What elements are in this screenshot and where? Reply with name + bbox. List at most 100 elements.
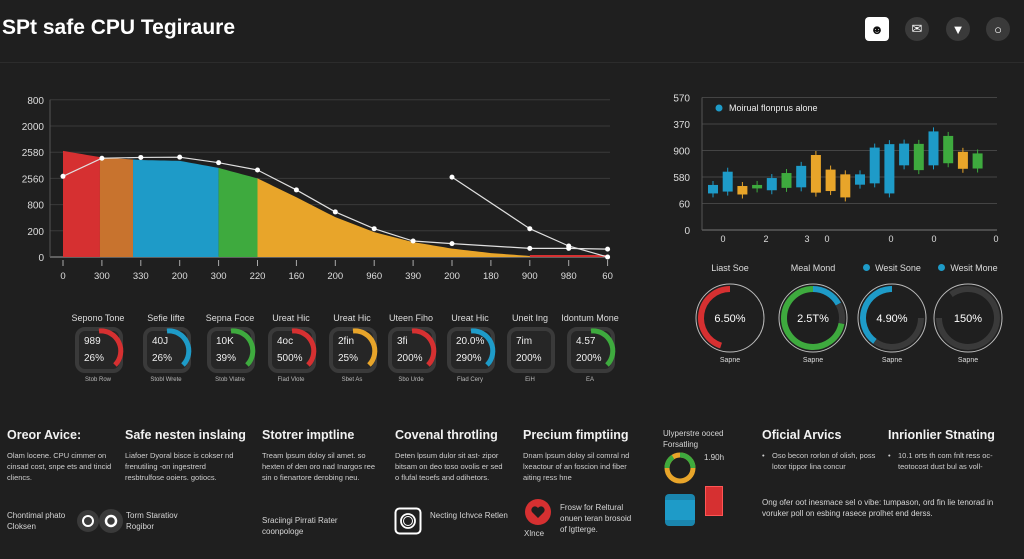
donut-value: 150%: [954, 313, 982, 325]
heart-icon[interactable]: [524, 498, 552, 526]
x-tick-label: 300: [94, 271, 110, 282]
x-tick-label: 3: [804, 234, 809, 244]
y-tick-label: 2000: [22, 122, 45, 133]
gauge[interactable]: 4.57 200%: [567, 327, 617, 373]
data-point: [99, 155, 105, 161]
circle-icon[interactable]: ○: [986, 17, 1010, 41]
camera-icon[interactable]: [394, 507, 422, 535]
y-tick-label: 570: [673, 94, 690, 105]
mail-icon[interactable]: ✉: [905, 17, 929, 41]
section-text: Olam locene. CPU cimmer on cinsad cost, …: [7, 450, 112, 483]
candle: [957, 151, 968, 169]
donut-value: 4.90%: [876, 313, 907, 325]
x-tick-label: 0: [720, 234, 725, 244]
gauge-arc: [470, 328, 496, 367]
official-note: Ong ofer oot inesmace sel o vibe: tumpas…: [762, 498, 994, 518]
donut-label: Meal Mond: [768, 263, 858, 273]
info-section: Covenal throtling Deten lpsum dulor sit a…: [395, 428, 505, 483]
donut-arc: [936, 286, 1000, 350]
x-tick-label: 200: [327, 271, 343, 282]
gauge-percent: 200%: [576, 353, 602, 364]
section-title: Oreor Avice:: [7, 428, 82, 442]
gauge-arc: [166, 328, 192, 367]
gauge-percent: 500%: [277, 353, 303, 364]
gauge-label: Ureat Hic: [333, 313, 371, 323]
gauge-arc: [230, 328, 256, 367]
donut-label-text: Wesit Mone: [950, 263, 998, 273]
data-point: [566, 243, 572, 249]
data-point: [216, 160, 222, 166]
gauge-label: Ureat Hic: [451, 313, 489, 323]
area-chart: 0 200 800 2560 2580 2000 800 0 300 330 200 300 220 16…: [22, 96, 613, 282]
gauge[interactable]: 3fi 200%: [388, 327, 438, 373]
candle: [972, 153, 983, 169]
section-text-content: Dnam lpsum doloy sil comral nd lxeactour…: [523, 451, 630, 482]
y-tick-label: 800: [27, 201, 44, 212]
candle: [722, 171, 733, 192]
gauge[interactable]: 7im 200%: [507, 327, 557, 373]
gauge-percent: 290%: [456, 353, 482, 364]
upper-title: Ulyperstre ooced Forsatling: [663, 429, 724, 449]
x-tick-label: 0: [60, 271, 65, 282]
candle: [899, 143, 910, 166]
gauge-label: Idontum Mone: [561, 313, 619, 323]
gauge-label: Uneit Ing: [511, 313, 549, 323]
gauge-value: 10K: [216, 336, 234, 347]
data-point: [449, 241, 455, 247]
gauge[interactable]: 10K 39%: [207, 327, 257, 373]
bullet-icon: •: [762, 451, 765, 460]
donut-arc: [812, 286, 842, 306]
gauge-percent: 26%: [152, 353, 173, 364]
x-tick-label: 0: [824, 234, 829, 244]
gauge-sublabel: Stob Row: [84, 377, 111, 383]
donut-arc: [860, 286, 893, 344]
gauge-value: 7im: [516, 336, 533, 347]
x-tick-label: 160: [288, 271, 304, 282]
database-icon: [665, 494, 695, 526]
inbox-icon[interactable]: ▼: [946, 17, 970, 41]
user-icon[interactable]: ☻: [865, 17, 889, 41]
gauge-label: Sepna Foce: [205, 313, 255, 323]
bullet-icon: •: [888, 451, 891, 460]
gauge[interactable]: 4oc 500%: [268, 327, 318, 373]
candle: [825, 169, 836, 192]
candle: [737, 186, 748, 195]
data-point: [371, 226, 377, 232]
donut-label: Wesit Mone: [923, 263, 1013, 273]
candle: [869, 147, 880, 184]
y-tick-label: 0: [684, 226, 690, 237]
data-point: [605, 254, 611, 260]
donut-arc: [835, 302, 845, 324]
y-tick-label: 60: [679, 200, 691, 211]
gauge-value: 989: [84, 336, 101, 347]
x-tick-label: 980: [561, 271, 577, 282]
section-text: • Oso becon rorlon of olish, poss lotor t…: [762, 450, 882, 472]
area-segment: [99, 157, 134, 257]
section-text: • 10.1 orts th com fnlt ress oc- teotocos…: [888, 450, 1018, 472]
gauge-arc: [590, 328, 616, 367]
gauge-label: Ureat Hic: [272, 313, 310, 323]
series-line: [451, 176, 608, 258]
donut-sublabel: Sapne: [802, 357, 824, 364]
donut-label-text: Meal Mond: [790, 263, 836, 273]
toggle-circles-icon[interactable]: [75, 508, 125, 534]
gauge[interactable]: 989 26%: [75, 327, 125, 373]
gauge-value: 20.0%: [456, 336, 485, 347]
gauge-value: 40J: [152, 336, 169, 347]
donut-arc: [698, 286, 731, 349]
ring-icon: [664, 452, 696, 484]
candlestick-chart: 0 60 580 900 370 570 0 2 3 0 0 0 0 Moirual flonprus a…: [673, 94, 998, 245]
legend-label: Moirual flonprus alone: [729, 103, 818, 113]
gauge[interactable]: 20.0% 290%: [447, 327, 497, 373]
info-section: Inrionlier Stnating • 10.1 orts th com fnl…: [888, 428, 1018, 472]
gauge[interactable]: 2fin 25%: [329, 327, 379, 373]
area-segment: [63, 150, 100, 257]
info-section: Precium fimptiing Dnam lpsum doloy sil co…: [523, 428, 638, 483]
info-section: Stotrer imptline Tream lpsum doloy sil am…: [262, 428, 377, 483]
server-icon: [705, 486, 723, 516]
y-tick-label: 2580: [22, 148, 45, 159]
x-tick-label: 900: [522, 271, 538, 282]
gauge-frame: [507, 327, 555, 373]
gauge-percent: 200%: [516, 353, 542, 364]
gauge[interactable]: 40J 26%: [143, 327, 193, 373]
